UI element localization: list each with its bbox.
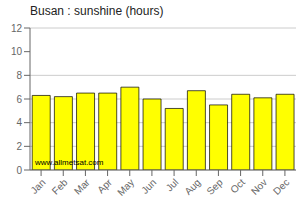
svg-text:12: 12 xyxy=(11,23,23,34)
svg-text:Jan: Jan xyxy=(28,177,47,196)
svg-text:Jul: Jul xyxy=(164,177,181,194)
svg-text:2: 2 xyxy=(16,141,22,152)
svg-text:Dec: Dec xyxy=(271,177,291,197)
svg-text:Sep: Sep xyxy=(204,176,225,197)
svg-text:6: 6 xyxy=(16,94,22,105)
svg-text:May: May xyxy=(115,177,136,198)
svg-text:www.allmetsat.com: www.allmetsat.com xyxy=(34,158,104,167)
svg-text:10: 10 xyxy=(11,46,23,57)
svg-text:4: 4 xyxy=(16,117,22,128)
svg-text:Jun: Jun xyxy=(139,177,158,196)
svg-text:8: 8 xyxy=(16,70,22,81)
svg-text:Aug: Aug xyxy=(182,177,202,197)
html-text:Busan : sunshine (hours): Busan : sunshine (hours) xyxy=(30,4,164,18)
svg-text:Nov: Nov xyxy=(249,177,269,197)
svg-text:Apr: Apr xyxy=(95,176,114,195)
svg-text:Oct: Oct xyxy=(228,177,247,196)
svg-text:Feb: Feb xyxy=(50,176,70,196)
svg-text:0: 0 xyxy=(16,165,22,176)
svg-text:Mar: Mar xyxy=(72,176,92,196)
